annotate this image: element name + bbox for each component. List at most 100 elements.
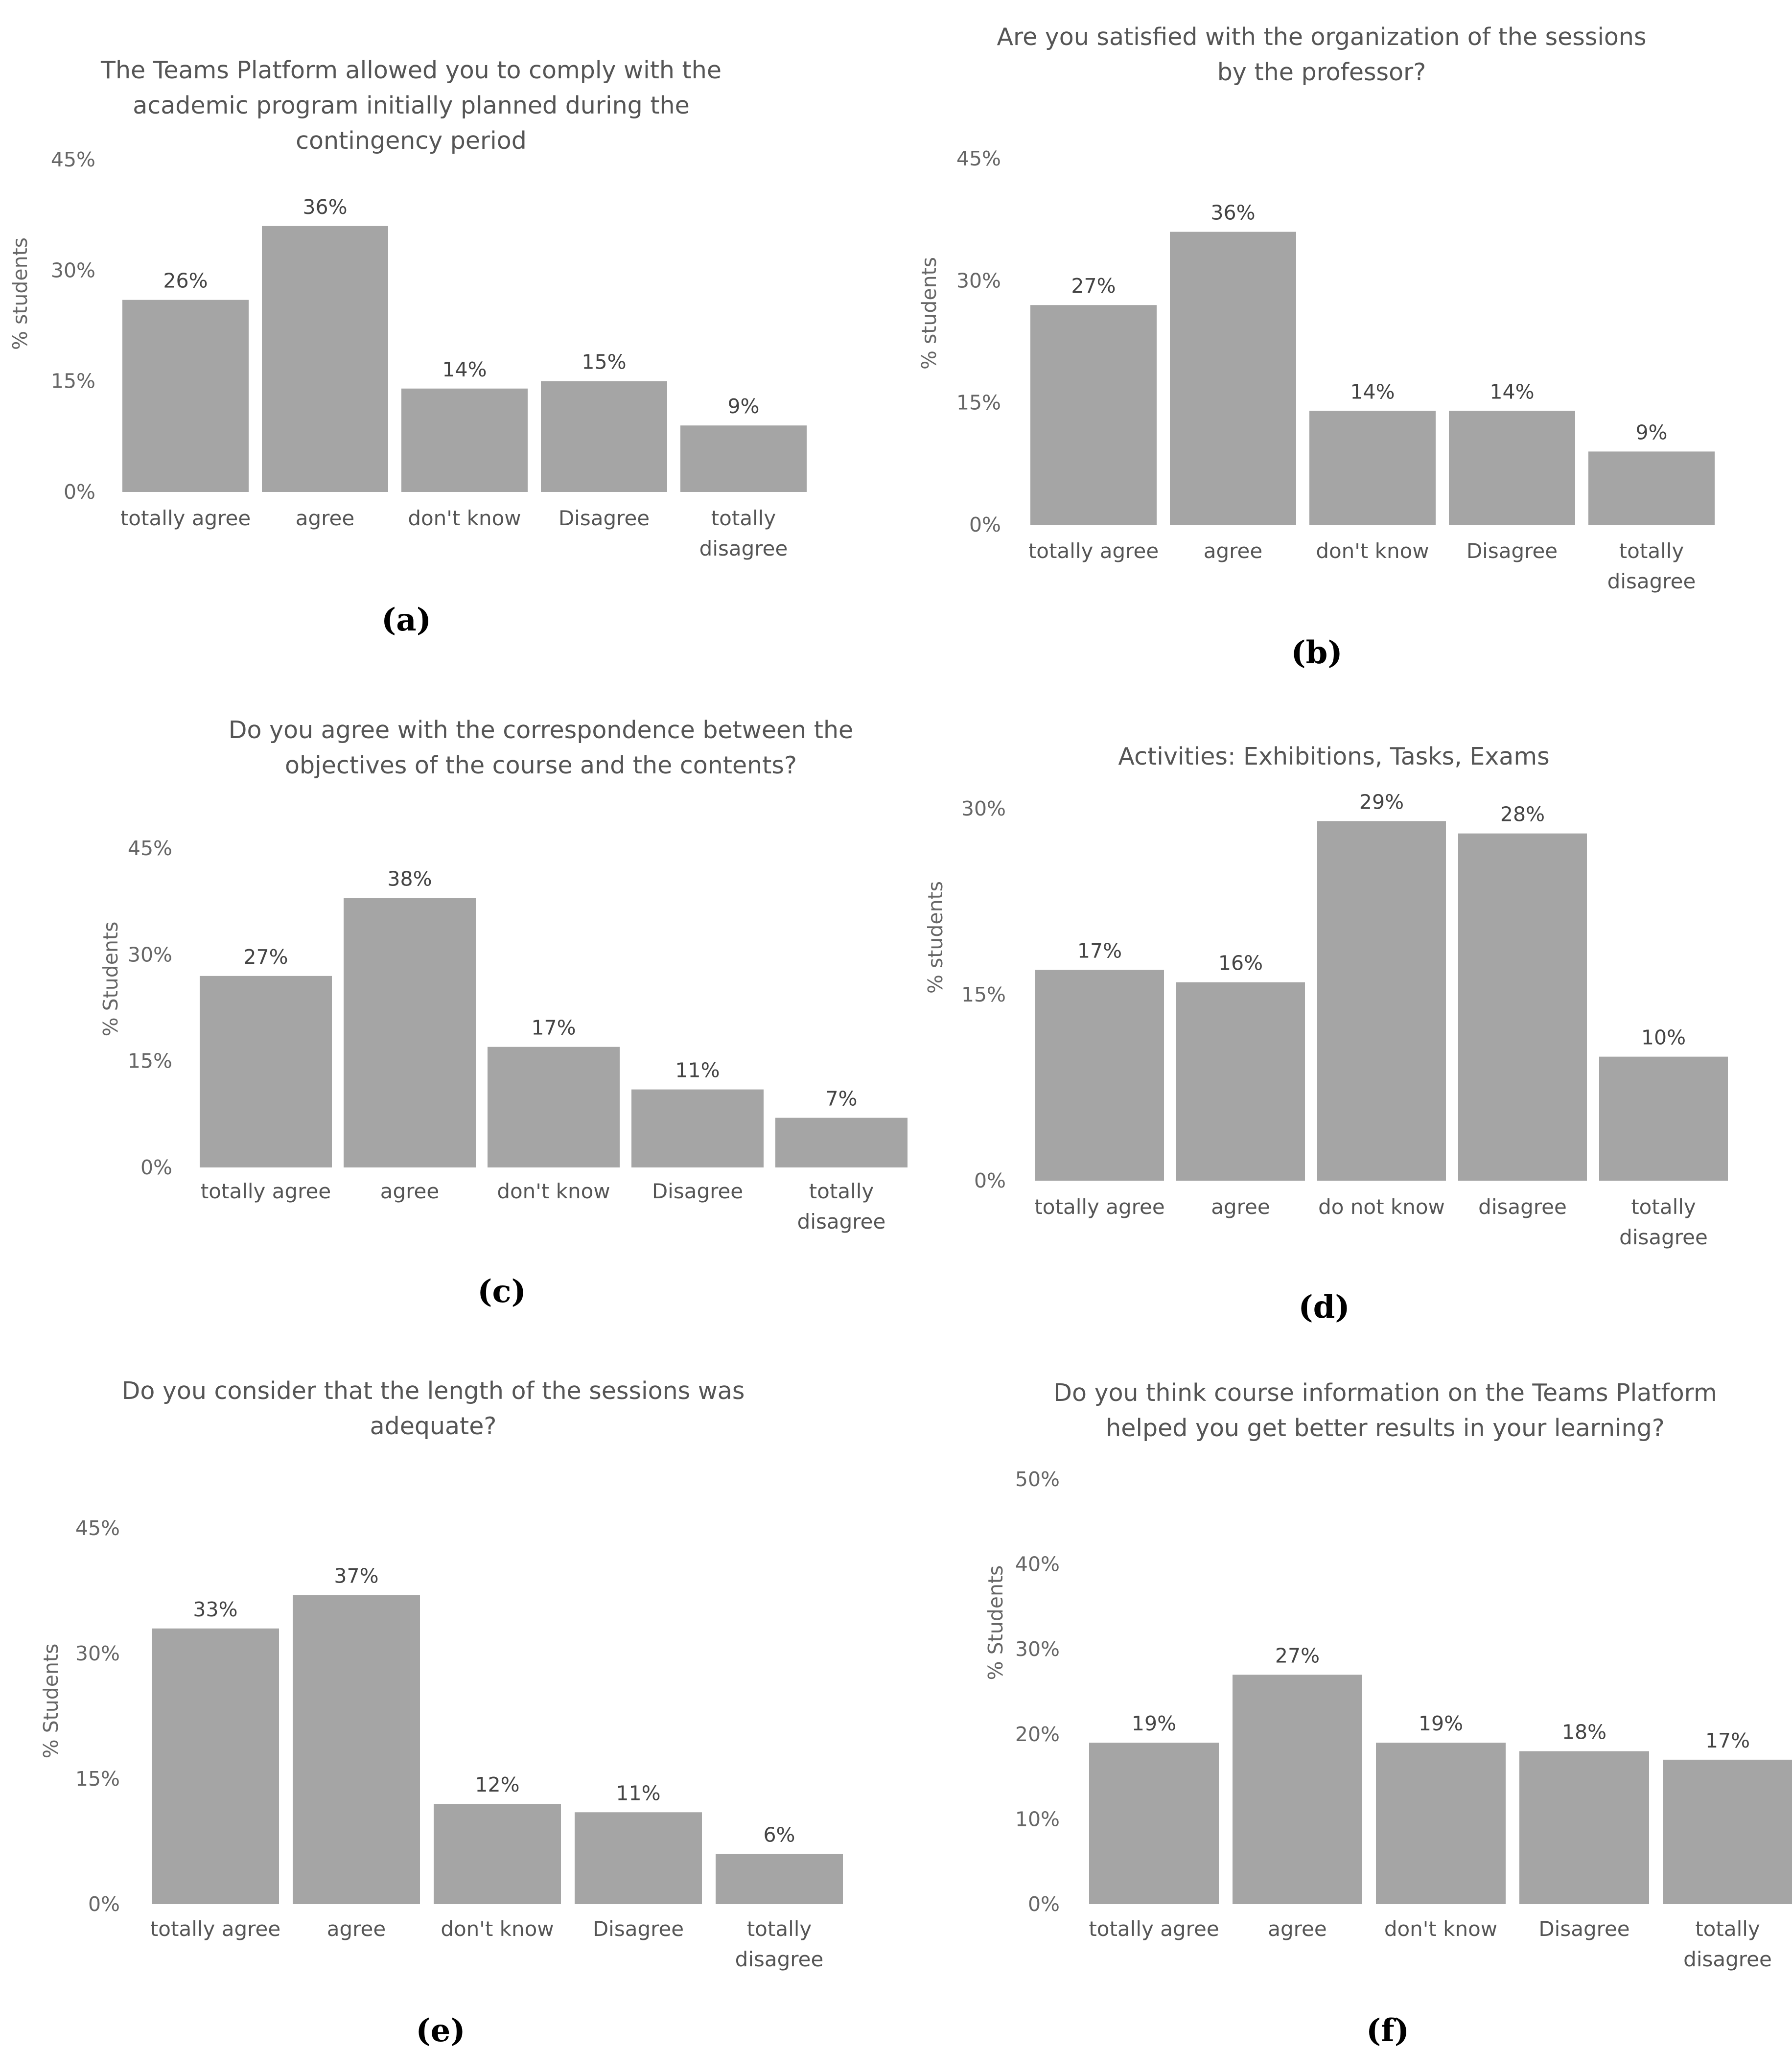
x-tick-label: do not know: [1318, 1195, 1445, 1219]
x-tick-label: agree: [327, 1917, 386, 1941]
data-label: 7%: [825, 1087, 857, 1111]
bar: [1170, 232, 1296, 525]
bar: [122, 300, 249, 492]
x-tick-label-line: totally agree: [1034, 1195, 1164, 1219]
y-tick-label: 0%: [88, 1892, 120, 1916]
x-tick-label-line: don't know: [497, 1179, 610, 1203]
bar: [293, 1595, 420, 1904]
x-tick-label-line: don't know: [1384, 1917, 1497, 1941]
x-tick-label-line: don't know: [408, 506, 521, 530]
bar: [1030, 305, 1157, 525]
chart-3: Do you agree with the correspondence bet…: [99, 716, 908, 1310]
bar: [344, 898, 476, 1167]
data-label: 18%: [1562, 1721, 1606, 1744]
bar: [1233, 1675, 1362, 1904]
data-label: 17%: [1077, 939, 1122, 962]
x-tick-label-line: totally agree: [120, 506, 251, 530]
y-tick-label: 0%: [974, 1169, 1006, 1192]
bar: [680, 425, 807, 492]
chart-title-line: Are you satisfied with the organization …: [997, 23, 1647, 51]
x-tick-label: agree: [1211, 1195, 1270, 1219]
y-tick-label: 15%: [51, 370, 95, 393]
bar: [541, 381, 667, 492]
x-tick-label-line: agree: [380, 1179, 439, 1203]
data-label: 17%: [531, 1016, 576, 1040]
chart-title-line: contingency period: [296, 127, 527, 155]
x-tick-label: totally disagree: [735, 1917, 824, 1971]
data-label: 36%: [1210, 201, 1255, 225]
chart-title-line: adequate?: [370, 1412, 497, 1440]
data-label: 11%: [616, 1781, 660, 1805]
chart-title-line: objectives of the course and the content…: [285, 751, 797, 779]
y-tick-label: 45%: [51, 148, 95, 171]
data-label: 29%: [1359, 790, 1404, 814]
x-tick-label: totally agree: [120, 506, 251, 530]
x-tick-label-line: agree: [1204, 539, 1262, 563]
x-tick-label-line: disagree: [1683, 1947, 1772, 1971]
x-tick-label: Disagree: [1466, 539, 1558, 563]
y-axis-label: % Students: [99, 922, 122, 1037]
x-tick-label-line: disagree: [797, 1210, 886, 1234]
y-tick-label: 0%: [1028, 1892, 1060, 1916]
x-tick-label-line: totally agree: [1089, 1917, 1219, 1941]
x-tick-label: disagree: [1478, 1195, 1567, 1219]
x-tick-label-line: disagree: [1619, 1225, 1708, 1249]
chart-title-line: Activities: Exhibitions, Tasks, Exams: [1118, 743, 1549, 770]
data-label: 9%: [1635, 420, 1667, 444]
x-tick-label-line: totally agree: [1028, 539, 1159, 563]
x-tick-label: Disagree: [1538, 1917, 1629, 1941]
data-label: 36%: [303, 195, 347, 219]
chart-title-line: by the professor?: [1217, 58, 1426, 86]
data-label: 14%: [1350, 380, 1395, 403]
data-label: 9%: [727, 395, 759, 418]
x-tick-label-line: totally agree: [201, 1179, 331, 1203]
x-tick-label-line: agree: [1211, 1195, 1270, 1219]
x-tick-label-line: Disagree: [559, 506, 650, 530]
x-tick-label: don't know: [1384, 1917, 1497, 1941]
bar: [1035, 970, 1164, 1181]
bar: [1458, 833, 1587, 1181]
x-tick-label: totally disagree: [797, 1179, 886, 1234]
bar: [401, 388, 528, 492]
x-tick-label-line: agree: [327, 1917, 386, 1941]
panel-label: (e): [416, 2012, 465, 2049]
x-tick-label: totally agree: [1028, 539, 1159, 563]
chart-title-line: Do you agree with the correspondence bet…: [229, 716, 853, 744]
panel-label: (f): [1366, 2012, 1409, 2049]
bar: [434, 1804, 561, 1904]
data-label: 26%: [163, 269, 208, 293]
chart-title: Do you consider that the length of the s…: [122, 1377, 745, 1440]
x-tick-label-line: disagree: [1478, 1195, 1567, 1219]
x-tick-label: totally agree: [201, 1179, 331, 1203]
x-tick-label: totally agree: [150, 1917, 280, 1941]
y-tick-label: 10%: [1015, 1807, 1060, 1831]
bar: [716, 1854, 843, 1904]
panel-label: (d): [1298, 1289, 1350, 1326]
bar: [1449, 411, 1575, 525]
bar: [1317, 821, 1446, 1181]
x-tick-label-line: disagree: [699, 536, 788, 560]
y-tick-label: 45%: [956, 147, 1001, 170]
y-tick-label: 0%: [64, 480, 95, 504]
bar: [1176, 982, 1305, 1181]
bar: [200, 976, 332, 1167]
chart-title-line: helped you get better results in your le…: [1106, 1414, 1665, 1442]
y-tick-label: 0%: [969, 513, 1001, 536]
bar: [1309, 411, 1436, 525]
panel-label: (c): [477, 1273, 526, 1310]
bar: [1376, 1743, 1506, 1904]
chart-title: Activities: Exhibitions, Tasks, Exams: [1118, 743, 1549, 770]
data-label: 27%: [243, 945, 288, 969]
bar: [152, 1628, 279, 1904]
chart-title-line: Do you think course information on the T…: [1053, 1379, 1717, 1407]
bar: [631, 1089, 764, 1167]
x-tick-label: agree: [380, 1179, 439, 1203]
x-tick-label: Disagree: [593, 1917, 684, 1941]
x-tick-label-line: disagree: [735, 1947, 824, 1971]
y-tick-label: 30%: [51, 258, 95, 282]
y-tick-label: 15%: [961, 983, 1006, 1006]
data-label: 14%: [442, 358, 487, 381]
data-label: 14%: [1489, 380, 1534, 403]
y-tick-label: 15%: [128, 1049, 172, 1073]
